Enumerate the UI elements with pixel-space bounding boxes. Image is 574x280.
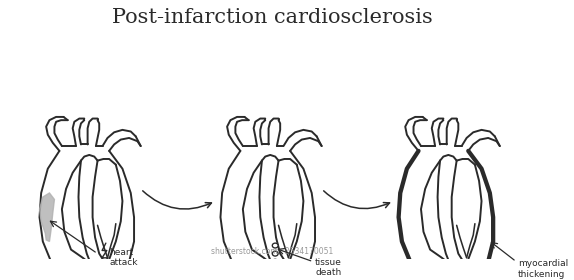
Ellipse shape (272, 267, 278, 272)
Polygon shape (40, 193, 55, 241)
Ellipse shape (272, 243, 278, 248)
Text: heart
attack: heart attack (109, 248, 138, 267)
Ellipse shape (272, 251, 278, 256)
Text: shutterstock.com · 2534170051: shutterstock.com · 2534170051 (211, 247, 333, 256)
Text: myocardial
thickening: myocardial thickening (518, 259, 568, 279)
Ellipse shape (273, 276, 279, 280)
Ellipse shape (272, 259, 278, 264)
Text: Post-infarction cardiosclerosis: Post-infarction cardiosclerosis (111, 8, 432, 27)
Text: tissue
death: tissue death (315, 258, 342, 277)
